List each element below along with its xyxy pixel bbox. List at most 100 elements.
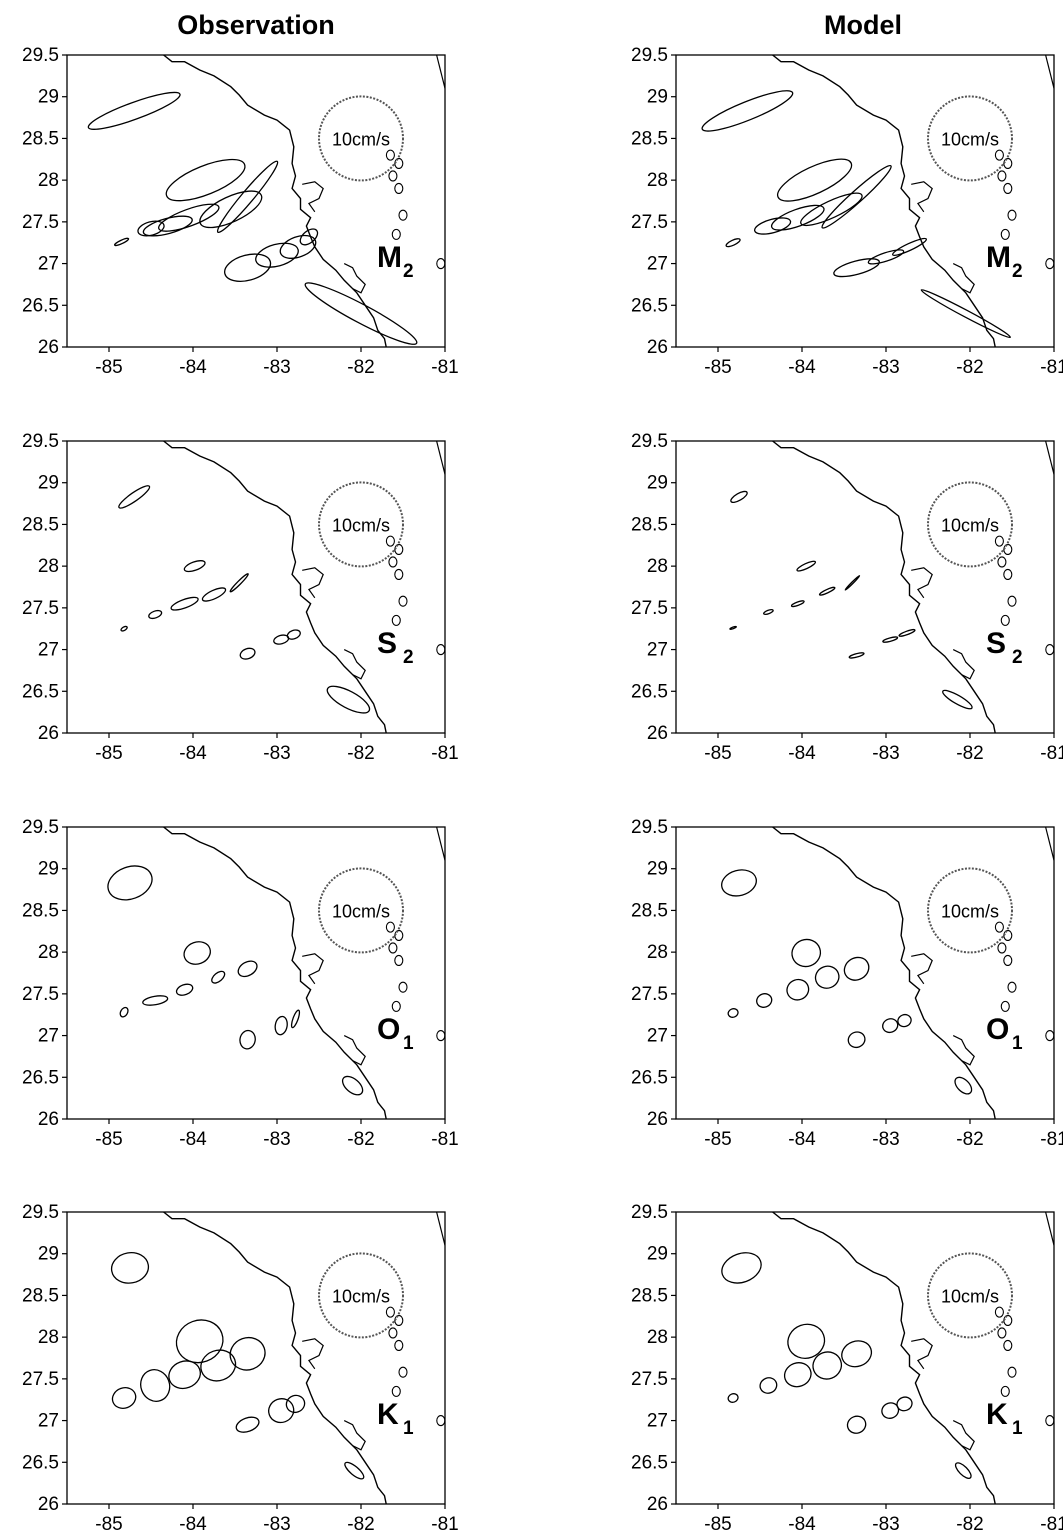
y-tick-label: 29 bbox=[647, 1244, 668, 1265]
map-area bbox=[110, 1212, 445, 1504]
lake-outline bbox=[1007, 595, 1017, 607]
tidal-ellipse bbox=[725, 238, 741, 248]
scale-circle bbox=[318, 95, 404, 182]
x-tick-label: -81 bbox=[431, 1514, 458, 1535]
lake-outline bbox=[1000, 614, 1010, 626]
map-area bbox=[701, 55, 1054, 347]
lake-outline bbox=[1003, 1314, 1013, 1327]
tidal-ellipse bbox=[898, 628, 916, 637]
panel-k1-observation: 10cm/s K 1 26 26.5 27 27.5 28 28.5 29 29.5 -85 -84 -8… bbox=[22, 1202, 459, 1535]
x-tick-label: -85 bbox=[704, 1129, 731, 1150]
lake-outline bbox=[388, 556, 398, 568]
x-tick-label: -84 bbox=[788, 1129, 816, 1150]
lake-outline bbox=[1003, 929, 1013, 942]
tidal-ellipse bbox=[211, 970, 226, 984]
tidal-ellipse bbox=[183, 560, 206, 573]
y-tick-label: 26.5 bbox=[631, 681, 668, 702]
column-title-observation: Observation bbox=[177, 10, 335, 40]
constituent-label: M bbox=[377, 241, 402, 274]
y-tick-label: 27.5 bbox=[631, 1369, 668, 1390]
x-tick-label: -85 bbox=[95, 743, 122, 764]
x-tick-label: -83 bbox=[263, 1129, 290, 1150]
tidal-ellipse bbox=[341, 1075, 364, 1096]
y-tick-label: 29.5 bbox=[22, 45, 59, 66]
x-tick-label: -82 bbox=[956, 1129, 983, 1150]
harbor-outline bbox=[952, 263, 975, 294]
lake-outline bbox=[391, 1385, 401, 1397]
tidal-ellipse bbox=[787, 1323, 826, 1359]
y-tick-label: 28 bbox=[38, 1327, 59, 1348]
lake-outline bbox=[398, 1366, 408, 1378]
lake-outline bbox=[436, 258, 445, 270]
scale-circle bbox=[927, 867, 1013, 954]
lake-outline bbox=[385, 1306, 395, 1318]
east-coast-line bbox=[1045, 827, 1054, 861]
map-area bbox=[107, 827, 445, 1119]
constituent-subscript: 2 bbox=[1012, 261, 1023, 282]
x-tick-label: -83 bbox=[872, 743, 899, 764]
y-tick-label: 27 bbox=[38, 640, 59, 661]
lake-outline bbox=[398, 209, 408, 221]
y-tick-label: 28 bbox=[647, 170, 668, 191]
lake-outline bbox=[1003, 157, 1013, 170]
tidal-ellipse bbox=[229, 1336, 266, 1371]
lake-outline bbox=[1003, 182, 1013, 195]
tidal-ellipse bbox=[867, 249, 905, 265]
tidal-ellipse bbox=[165, 158, 246, 202]
map-area bbox=[118, 441, 445, 733]
panel-s2-model: 10cm/s S 2 26 26.5 27 27.5 28 28.5 29 29.5 -85 -84 -8… bbox=[631, 431, 1063, 764]
tidal-ellipse bbox=[237, 960, 258, 978]
tidal-ellipse bbox=[882, 1018, 899, 1034]
y-tick-label: 29 bbox=[38, 859, 59, 880]
tidal-ellipse bbox=[239, 647, 256, 660]
y-tick-label: 26.5 bbox=[631, 1067, 668, 1088]
tidal-ellipse bbox=[846, 1415, 867, 1434]
tidal-ellipse bbox=[844, 574, 861, 591]
panel-o1-observation: 10cm/s O 1 26 26.5 27 27.5 28 28.5 29 29.5 -85 -84 -8… bbox=[22, 817, 459, 1150]
tidal-ellipse bbox=[753, 217, 792, 235]
map-area bbox=[729, 441, 1054, 733]
lake-outline bbox=[394, 1314, 404, 1327]
y-tick-label: 27.5 bbox=[22, 1369, 59, 1390]
y-tick-label: 28.5 bbox=[22, 514, 59, 535]
tidal-ellipse bbox=[701, 90, 794, 132]
tidal-ellipse bbox=[756, 993, 773, 1008]
tidal-ellipse bbox=[119, 1006, 129, 1018]
harbor-outline bbox=[343, 1035, 366, 1066]
scale-circle bbox=[927, 1252, 1013, 1339]
tidal-ellipse bbox=[111, 1387, 137, 1409]
y-tick-label: 27.5 bbox=[22, 212, 59, 233]
y-tick-label: 27.5 bbox=[22, 598, 59, 619]
y-tick-label: 26 bbox=[38, 337, 59, 358]
x-tick-label: -84 bbox=[179, 1129, 207, 1150]
coastline bbox=[772, 1212, 996, 1504]
tidal-ellipse bbox=[729, 625, 737, 630]
y-tick-label: 26.5 bbox=[22, 681, 59, 702]
y-tick-label: 29.5 bbox=[631, 45, 668, 66]
tidal-ellipse bbox=[268, 1398, 295, 1424]
tidal-ellipse bbox=[770, 204, 825, 231]
tidal-ellipse bbox=[290, 1009, 301, 1029]
constituent-label: S bbox=[377, 627, 397, 660]
y-tick-label: 29.5 bbox=[631, 1202, 668, 1223]
x-tick-label: -82 bbox=[347, 1514, 374, 1535]
lake-outline bbox=[394, 1339, 404, 1352]
tidal-ellipse bbox=[847, 1031, 866, 1049]
constituent-subscript: 1 bbox=[403, 1033, 414, 1054]
y-tick-label: 27 bbox=[38, 1411, 59, 1432]
y-tick-label: 28 bbox=[38, 556, 59, 577]
tidal-ellipse bbox=[897, 1013, 912, 1028]
tidal-ellipse bbox=[776, 158, 853, 202]
lake-outline bbox=[391, 228, 401, 240]
y-tick-label: 28.5 bbox=[22, 1285, 59, 1306]
lake-outline bbox=[1007, 981, 1017, 993]
constituent-label: K bbox=[986, 1398, 1008, 1431]
y-tick-label: 26.5 bbox=[22, 1452, 59, 1473]
panel-m2-model: 10cm/s M 2 26 26.5 27 27.5 28 28.5 29 29.5 -85 -84 -8… bbox=[631, 45, 1063, 378]
y-tick-label: 29.5 bbox=[22, 817, 59, 838]
y-tick-label: 29.5 bbox=[631, 817, 668, 838]
plot-frame bbox=[675, 1211, 1055, 1505]
x-tick-label: -81 bbox=[1040, 1129, 1063, 1150]
